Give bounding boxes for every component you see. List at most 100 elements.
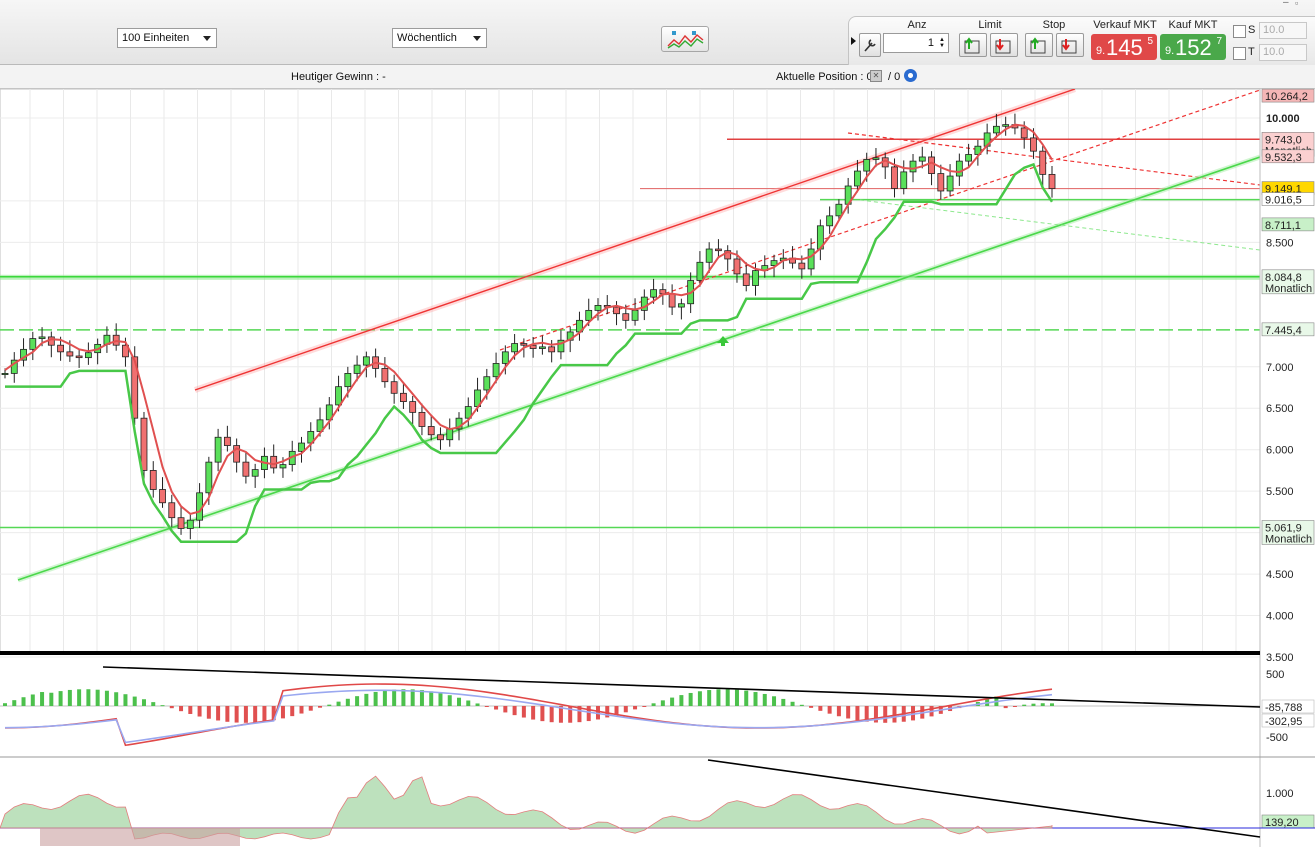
macd-histogram-bar — [707, 690, 712, 706]
macd-histogram-bar — [1040, 703, 1045, 706]
candle-body — [622, 313, 630, 321]
candle-body — [946, 175, 954, 192]
limit-buy-button[interactable] — [959, 33, 987, 57]
macd-histogram-bar — [605, 706, 610, 718]
stepper-arrows-icon[interactable]: ▲ ▼ — [939, 37, 945, 49]
t-checkbox[interactable] — [1233, 47, 1246, 60]
macd-histogram-bar — [299, 706, 304, 714]
macd-histogram-bar — [531, 706, 536, 720]
macd-histogram-bar — [382, 690, 387, 706]
price-label-box — [1261, 192, 1315, 206]
buy-price-sup: 7 — [1216, 36, 1222, 47]
wrench-button[interactable] — [859, 33, 881, 57]
window-controls[interactable]: – ▫ — [1281, 0, 1311, 10]
macd-histogram-bar — [216, 706, 221, 721]
candle-body — [548, 346, 556, 353]
macd-histogram-bar — [512, 706, 517, 716]
candle-body — [29, 338, 37, 350]
units-select[interactable]: 100 Einheiten — [117, 28, 217, 48]
macd-histogram-bar — [873, 706, 878, 723]
osc-tick-label: 1.000 — [1266, 788, 1294, 800]
candle-body — [335, 386, 342, 406]
y-axis: 10.0009.0008.5007.0006.5006.0005.5005.00… — [1259, 89, 1300, 847]
candle-body — [66, 351, 74, 357]
macd-histogram-bar — [633, 706, 638, 710]
macd-histogram-bar — [762, 693, 767, 706]
candle-body — [520, 343, 528, 346]
minimize-icon[interactable]: – — [1283, 0, 1289, 8]
quantity-value: 1 — [927, 37, 934, 49]
candle-body — [715, 248, 722, 252]
panel-collapse-icon[interactable] — [851, 37, 856, 45]
macd-histogram-bar — [123, 694, 128, 706]
macd-histogram-bar — [253, 706, 258, 723]
candle-body — [427, 426, 435, 436]
info-bar: Heutiger Gewinn : - Aktuelle Position : … — [0, 65, 1315, 89]
candle-body — [557, 339, 565, 353]
sell-price-button[interactable]: 9. 145 5 — [1091, 34, 1157, 60]
buy-price-button[interactable]: 9. 152 7 — [1160, 34, 1226, 60]
limit-sell-button[interactable] — [990, 33, 1018, 57]
macd-histogram-bar — [197, 706, 202, 717]
price-label-sub: Monatlich — [1265, 533, 1312, 545]
macd-histogram-bar — [484, 706, 489, 707]
osc-trend-line — [707, 759, 1261, 838]
candle-body — [84, 352, 92, 359]
candle-body — [409, 401, 417, 413]
macd-histogram-bar — [355, 696, 360, 706]
candle-body — [835, 203, 843, 217]
s-label: S — [1248, 24, 1256, 36]
macd-histogram-bar — [225, 706, 230, 722]
macd-histogram-bar — [67, 689, 72, 706]
restore-icon[interactable]: ▫ — [1295, 0, 1299, 8]
candle-body — [214, 436, 222, 463]
stop-label: Stop — [1042, 19, 1066, 31]
chart-tools-button[interactable] — [661, 26, 709, 52]
candle-body — [594, 305, 602, 311]
s-checkbox[interactable] — [1233, 25, 1246, 38]
candle-body — [131, 356, 139, 419]
candle-body — [196, 492, 203, 521]
candle-body — [1, 373, 9, 376]
candle-body — [770, 260, 778, 267]
macd-line — [4, 683, 1053, 747]
candle-body — [483, 376, 491, 391]
price-label-value: 5.061,9 — [1265, 522, 1302, 534]
stop-buy-button[interactable] — [1025, 33, 1053, 57]
units-select-value: 100 Einheiten — [122, 32, 190, 44]
macd-histogram-bar — [521, 706, 526, 718]
candle-body — [955, 160, 963, 177]
wrench-icon — [864, 39, 876, 52]
price-label-box — [1261, 217, 1315, 232]
candle-body — [928, 156, 935, 174]
resistance-dash-line — [847, 132, 1260, 186]
candle-body — [233, 445, 241, 463]
candle-body — [640, 296, 648, 311]
candle-body — [742, 273, 750, 286]
macd-tick-label: -500 — [1266, 732, 1288, 744]
macd-histogram-bar — [1012, 706, 1017, 707]
s-value-field[interactable]: 10.0 — [1259, 22, 1307, 39]
interval-select[interactable]: Wöchentlich — [392, 28, 487, 48]
quantity-stepper[interactable]: 1 ▲ ▼ — [883, 33, 949, 53]
macd-tick-label: 500 — [1266, 669, 1284, 681]
macd-histogram-bar — [49, 692, 54, 706]
macd-histogram-bar — [568, 706, 573, 723]
candlestick-series — [1, 113, 1056, 543]
t-value-field[interactable]: 10.0 — [1259, 44, 1307, 61]
price-label-box — [1261, 269, 1315, 295]
candle-body — [501, 351, 509, 364]
price-label: 7.445,4 — [1261, 322, 1315, 337]
limit-buy-icon — [964, 37, 980, 54]
buy-price-big: 152 — [1175, 35, 1212, 60]
green-trailing-stop — [5, 162, 1054, 543]
buy-signal-arrow-icon — [717, 336, 729, 346]
macd-histogram-bar — [660, 700, 665, 706]
gear-icon[interactable] — [904, 69, 917, 82]
macd-histogram-bar — [271, 706, 276, 721]
close-position-icon[interactable]: ✕ — [870, 70, 882, 82]
stop-sell-button[interactable] — [1056, 33, 1084, 57]
